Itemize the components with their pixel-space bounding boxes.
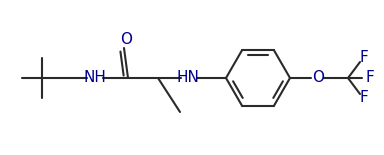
Text: F: F [360, 51, 368, 66]
Text: F: F [366, 71, 374, 86]
Text: F: F [360, 91, 368, 106]
Text: O: O [120, 33, 132, 47]
Text: O: O [312, 71, 324, 86]
Text: NH: NH [84, 71, 106, 86]
Text: HN: HN [177, 71, 199, 86]
